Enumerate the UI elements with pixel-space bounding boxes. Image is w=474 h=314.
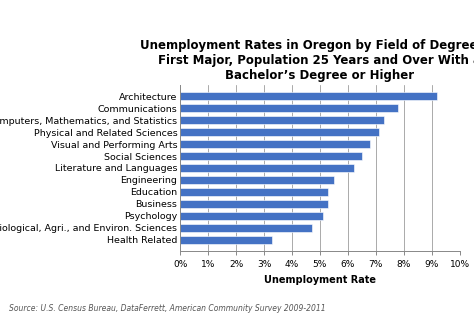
- Bar: [180, 164, 354, 172]
- Text: Source: U.S. Census Bureau, DataFerrett, American Community Survey 2009-2011: Source: U.S. Census Bureau, DataFerrett,…: [9, 304, 326, 313]
- Bar: [180, 104, 398, 112]
- Bar: [180, 152, 362, 160]
- Bar: [180, 236, 273, 244]
- Bar: [180, 176, 334, 184]
- Bar: [180, 188, 328, 196]
- Bar: [180, 116, 384, 124]
- Bar: [180, 212, 323, 220]
- Title: Unemployment Rates in Oregon by Field of Degree for
First Major, Population 25 Y: Unemployment Rates in Oregon by Field of…: [139, 39, 474, 82]
- Bar: [180, 92, 438, 100]
- X-axis label: Unemployment Rate: Unemployment Rate: [264, 275, 376, 285]
- Bar: [180, 224, 311, 232]
- Bar: [180, 128, 379, 136]
- Bar: [180, 140, 370, 148]
- Bar: [180, 200, 328, 208]
